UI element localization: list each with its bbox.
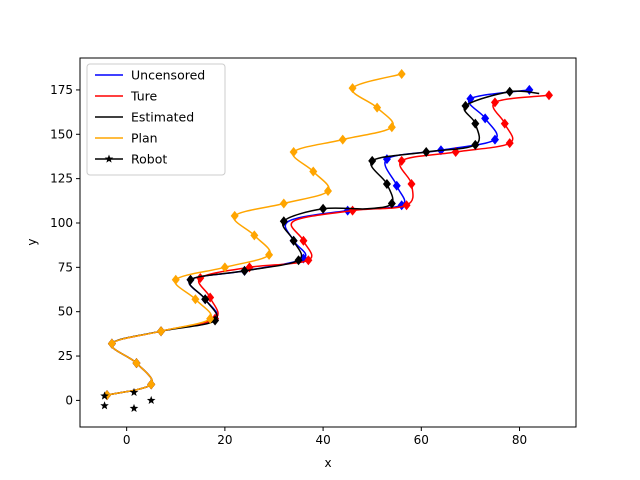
data-point-plan bbox=[338, 134, 347, 145]
y-tick-label: 150 bbox=[50, 127, 73, 141]
data-point-estimated bbox=[201, 294, 210, 305]
data-point-plan bbox=[348, 83, 357, 94]
y-axis-label: y bbox=[25, 238, 39, 245]
data-point-robot bbox=[146, 395, 156, 404]
y-tick-label: 25 bbox=[58, 349, 73, 363]
data-point-plan bbox=[324, 186, 332, 197]
data-point-ture bbox=[500, 118, 509, 129]
data-point-plan bbox=[397, 68, 406, 79]
legend: Uncensored Ture Estimated Plan Robot bbox=[86, 63, 226, 176]
plot-frame bbox=[79, 57, 577, 428]
series-layer bbox=[100, 68, 553, 412]
legend-star-marker bbox=[104, 154, 114, 163]
data-point-estimated bbox=[240, 265, 249, 276]
data-point-ture bbox=[407, 178, 416, 189]
data-point-plan bbox=[107, 338, 116, 349]
data-point-uncensored bbox=[392, 180, 401, 191]
data-point-plan bbox=[206, 313, 215, 324]
data-point-estimated bbox=[186, 274, 195, 285]
data-point-estimated bbox=[422, 147, 431, 158]
data-point-plan bbox=[387, 122, 396, 133]
data-point-estimated bbox=[505, 86, 514, 97]
x-tick-label: 0 bbox=[123, 433, 131, 447]
data-point-estimated bbox=[319, 203, 328, 214]
legend-label: Robot bbox=[131, 152, 167, 167]
ticks-layer: 0 20 40 60 80 0 25 50 75 100 125 150 175 bbox=[50, 83, 527, 447]
data-point-plan bbox=[220, 262, 229, 273]
data-point-ture bbox=[397, 155, 406, 166]
data-point-estimated bbox=[382, 178, 391, 189]
y-tick-label: 75 bbox=[58, 260, 73, 274]
data-point-plan bbox=[230, 210, 239, 221]
data-point-estimated bbox=[471, 139, 480, 150]
data-point-plan bbox=[373, 102, 382, 113]
data-point-plan bbox=[157, 326, 166, 337]
x-tick-label: 20 bbox=[217, 433, 232, 447]
legend-label: Uncensored bbox=[131, 68, 205, 83]
data-point-robot bbox=[129, 387, 139, 396]
data-point-plan bbox=[191, 294, 200, 305]
data-point-plan bbox=[265, 249, 274, 260]
y-tick-label: 125 bbox=[50, 172, 73, 186]
y-tick-label: 175 bbox=[50, 83, 73, 97]
data-point-estimated bbox=[461, 100, 470, 111]
legend-item-uncensored: Uncensored bbox=[95, 68, 205, 83]
data-point-ture bbox=[299, 235, 308, 246]
data-point-plan bbox=[250, 230, 259, 241]
legend-item-plan: Plan bbox=[95, 131, 158, 146]
legend-box bbox=[86, 63, 226, 176]
data-point-ture bbox=[196, 272, 205, 283]
legend-label: Plan bbox=[131, 131, 158, 146]
data-point-ture bbox=[505, 138, 514, 149]
data-point-estimated bbox=[368, 155, 377, 166]
legend-item-ture: Ture bbox=[95, 89, 158, 104]
data-point-plan bbox=[309, 166, 318, 177]
data-point-estimated bbox=[279, 216, 288, 227]
data-point-ture bbox=[402, 200, 411, 211]
legend-label: Estimated bbox=[131, 110, 194, 125]
y-tick-label: 50 bbox=[58, 305, 73, 319]
data-point-plan bbox=[147, 379, 156, 390]
x-tick-label: 60 bbox=[414, 433, 429, 447]
data-point-uncensored bbox=[481, 113, 490, 124]
series-robot bbox=[100, 387, 156, 412]
data-point-estimated bbox=[471, 118, 480, 129]
data-point-plan bbox=[171, 274, 180, 285]
data-point-plan bbox=[132, 358, 141, 369]
x-tick-label: 80 bbox=[512, 433, 527, 447]
data-point-estimated bbox=[289, 235, 298, 246]
legend-item-estimated: Estimated bbox=[95, 110, 194, 125]
y-tick-label: 100 bbox=[50, 216, 73, 230]
legend-label: Ture bbox=[130, 89, 158, 104]
data-point-ture bbox=[544, 90, 553, 101]
data-point-plan bbox=[279, 198, 288, 209]
data-point-plan bbox=[289, 147, 298, 158]
data-point-robot bbox=[100, 391, 109, 400]
x-axis-label: x bbox=[324, 456, 331, 470]
data-point-ture bbox=[490, 97, 499, 108]
data-point-uncensored bbox=[490, 134, 499, 145]
y-tick-label: 0 bbox=[65, 393, 73, 407]
data-point-uncensored bbox=[397, 200, 406, 211]
data-point-estimated bbox=[294, 255, 303, 266]
legend-item-robot: Robot bbox=[95, 152, 167, 167]
data-point-ture bbox=[304, 255, 313, 266]
data-point-robot bbox=[129, 403, 139, 412]
x-tick-label: 40 bbox=[315, 433, 330, 447]
series-plan bbox=[103, 68, 406, 401]
data-point-robot bbox=[100, 401, 109, 410]
data-point-estimated bbox=[387, 198, 396, 209]
